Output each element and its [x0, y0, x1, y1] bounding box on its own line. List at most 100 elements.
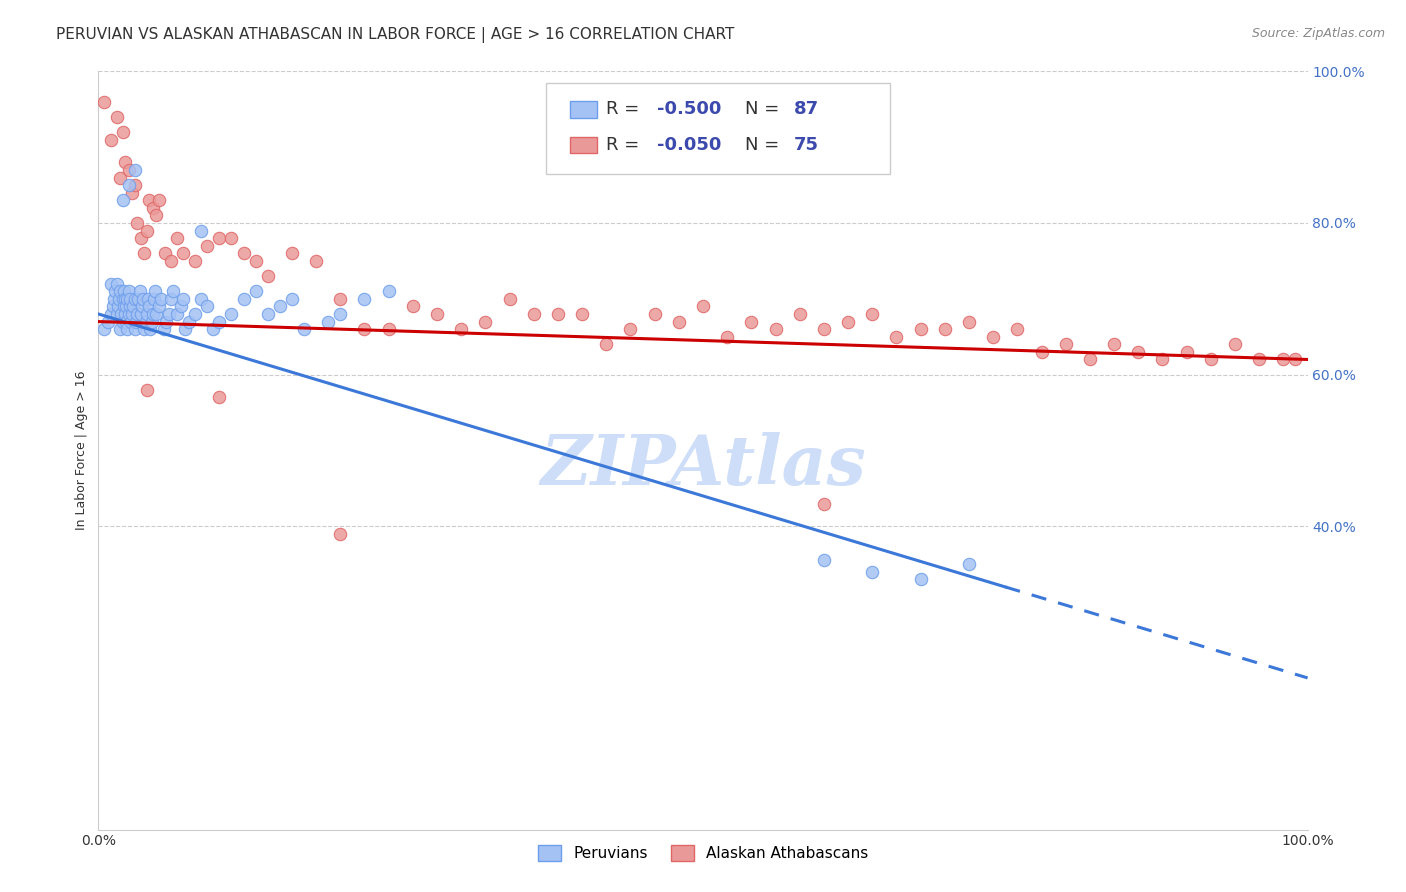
Point [860, 307, 883, 321]
Point [789, 307, 811, 321]
Point [571, 307, 593, 321]
Point [114, 155, 136, 169]
Point [450, 322, 472, 336]
Point [136, 292, 159, 306]
Point [256, 307, 278, 321]
Point [886, 330, 908, 344]
Point [692, 300, 714, 314]
Point [138, 194, 160, 208]
Point [132, 292, 155, 306]
Point [619, 322, 641, 336]
Point [145, 307, 167, 321]
Point [100, 277, 122, 291]
Point [813, 322, 835, 336]
Point [115, 300, 138, 314]
Point [1054, 337, 1077, 351]
Point [523, 307, 546, 321]
Point [160, 253, 183, 268]
Text: -0.050: -0.050 [657, 136, 721, 154]
Point [121, 186, 143, 200]
Point [108, 322, 131, 336]
Point [957, 314, 980, 328]
Point [148, 194, 170, 208]
Point [329, 307, 352, 321]
Point [118, 292, 141, 306]
Point [117, 322, 139, 336]
Point [166, 307, 188, 321]
Point [121, 307, 143, 321]
Point [93, 322, 115, 336]
Point [129, 231, 152, 245]
Point [111, 194, 134, 208]
Point [1007, 322, 1029, 336]
Text: R =: R = [606, 100, 645, 119]
Point [208, 314, 231, 328]
Point [202, 322, 225, 336]
Y-axis label: In Labor Force | Age > 16: In Labor Force | Age > 16 [75, 371, 89, 530]
Point [162, 285, 184, 299]
Point [329, 526, 352, 541]
Point [128, 285, 150, 299]
Point [127, 216, 149, 230]
Point [169, 300, 191, 314]
Point [353, 322, 375, 336]
Point [644, 307, 666, 321]
Point [281, 246, 304, 260]
Point [134, 322, 156, 336]
Point [1284, 352, 1306, 367]
Point [813, 553, 835, 567]
Point [108, 170, 131, 185]
Point [1249, 352, 1271, 367]
Point [142, 201, 165, 215]
Text: N =: N = [745, 136, 786, 154]
Point [1031, 344, 1053, 359]
Text: Source: ZipAtlas.com: Source: ZipAtlas.com [1251, 27, 1385, 40]
Point [208, 231, 231, 245]
Point [498, 292, 520, 306]
Point [190, 223, 212, 237]
Point [114, 307, 136, 321]
Point [93, 95, 115, 109]
Point [134, 246, 156, 260]
Point [377, 285, 399, 299]
Point [221, 231, 243, 245]
Point [112, 285, 135, 299]
Point [135, 314, 157, 328]
Point [232, 246, 254, 260]
Point [316, 314, 339, 328]
Point [837, 314, 859, 328]
Point [138, 300, 160, 314]
Text: 87: 87 [793, 100, 818, 119]
Point [474, 314, 496, 328]
Point [1272, 352, 1295, 367]
Point [353, 292, 375, 306]
Point [765, 322, 787, 336]
Point [124, 163, 146, 178]
Point [740, 314, 762, 328]
Point [157, 307, 180, 321]
Point [179, 314, 201, 328]
Point [957, 557, 980, 572]
Point [142, 307, 165, 321]
Point [103, 292, 125, 306]
Point [160, 292, 183, 306]
Point [221, 307, 243, 321]
Point [152, 322, 174, 336]
Point [305, 253, 328, 268]
Point [105, 277, 128, 291]
Point [190, 292, 212, 306]
Point [172, 246, 194, 260]
Point [118, 285, 141, 299]
Point [112, 300, 135, 314]
Point [108, 292, 131, 306]
Point [124, 178, 146, 193]
Point [100, 132, 122, 146]
Point [105, 307, 128, 321]
Point [1152, 352, 1174, 367]
Text: R =: R = [606, 136, 645, 154]
Point [125, 314, 148, 328]
Point [184, 253, 207, 268]
Point [426, 307, 449, 321]
Point [184, 307, 207, 321]
Point [195, 238, 218, 253]
